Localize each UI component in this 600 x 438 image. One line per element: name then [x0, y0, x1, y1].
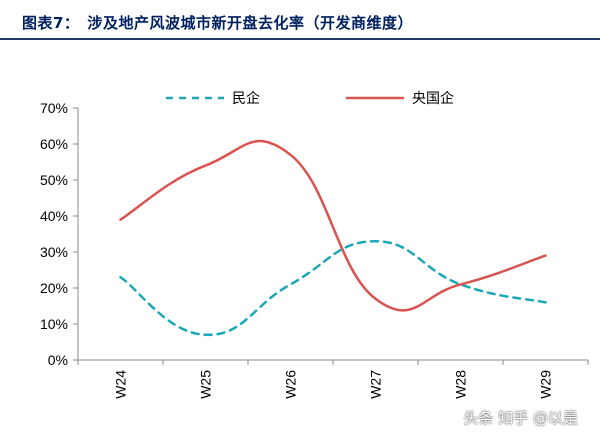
- y-tick-label: 70%: [40, 100, 68, 116]
- page-title: 图表7： 涉及地产风波城市新开盘去化率（开发商维度）: [22, 14, 413, 32]
- y-tick-label: 20%: [40, 280, 68, 296]
- y-tick-label: 10%: [40, 316, 68, 332]
- y-tick-label: 50%: [40, 172, 68, 188]
- watermark-text: 知乎 @以是: [498, 409, 578, 427]
- watermark-prefix: 头条: [463, 409, 494, 427]
- x-tick-label: W25: [198, 370, 214, 399]
- y-tick-label: 40%: [40, 208, 68, 224]
- y-tick-label: 30%: [40, 244, 68, 260]
- x-tick-label: W28: [453, 370, 469, 399]
- x-tick-label: W29: [538, 370, 554, 399]
- title-bar: 图表7： 涉及地产风波城市新开盘去化率（开发商维度）: [0, 0, 600, 40]
- series-layer: [119, 139, 547, 337]
- legend: 民企 央国企: [166, 90, 454, 107]
- line-chart: 民企 央国企 0%10%20%30%40%50%60%70% W24 W25 W26 W…: [40, 90, 589, 399]
- y-tick-label: 0%: [48, 352, 68, 368]
- x-tick-label: W27: [368, 370, 384, 399]
- x-tick-label: W26: [283, 370, 299, 399]
- x-tick-label: W24: [113, 370, 129, 399]
- y-axis: 0% 10% 20% 30% 40% 50% 60% 70%: [40, 100, 79, 368]
- legend-label-2: 央国企: [412, 90, 454, 107]
- x-axis: W24 W25 W26 W27 W28 W29: [77, 359, 589, 399]
- series-line-2: [119, 139, 547, 312]
- y-tick-label: 60%: [40, 136, 68, 152]
- legend-label-1: 民企: [232, 90, 260, 107]
- title-divider: [0, 38, 600, 40]
- series-line-1: [119, 239, 547, 337]
- watermark: 头条 知乎 @以是: [463, 407, 578, 428]
